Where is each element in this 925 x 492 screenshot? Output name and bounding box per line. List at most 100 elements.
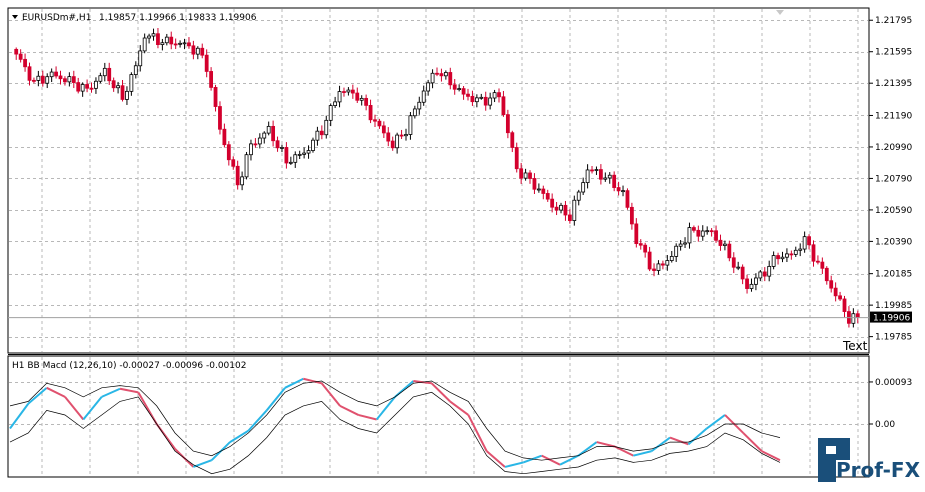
candle-bear xyxy=(23,58,27,68)
indicator-plot-frame xyxy=(7,355,870,478)
candle-bull xyxy=(426,82,431,92)
candle-bear xyxy=(191,45,196,55)
candle-bull xyxy=(669,256,674,261)
upper-band-line xyxy=(9,380,781,461)
chart-text-object[interactable]: Text xyxy=(842,339,868,353)
candle-bear xyxy=(200,47,205,56)
price-axis[interactable]: 1.21795 1.21595 1.21395 1.21190 1.20990 1.207… xyxy=(869,16,912,343)
price-tick-label: 1.20790 xyxy=(875,174,912,184)
candle-bear xyxy=(745,278,749,289)
candle-bull xyxy=(249,143,253,156)
chart-menu-triangle-icon[interactable] xyxy=(12,15,18,19)
chart-shift-marker-icon[interactable] xyxy=(776,10,784,15)
candle-bear xyxy=(838,295,842,300)
candle-bull xyxy=(280,147,284,149)
candle-bear xyxy=(855,313,860,318)
candle-bull xyxy=(417,101,422,110)
candle-bear xyxy=(89,87,94,90)
candle-bull xyxy=(594,169,599,171)
candle-bull xyxy=(36,75,41,81)
price-tick-label: 1.21190 xyxy=(875,111,912,121)
candle-bull xyxy=(98,75,103,82)
candle-bull xyxy=(723,243,727,246)
macd-segment xyxy=(577,441,598,457)
candle-bull xyxy=(767,266,772,277)
chart-ohlc-label: 1.19857 1.19966 1.19833 1.19906 xyxy=(99,13,257,23)
candle-bull xyxy=(683,242,687,245)
candle-bear xyxy=(776,255,780,260)
candle-bull xyxy=(346,89,351,93)
candle-bear xyxy=(842,298,847,312)
macd-segment xyxy=(614,445,634,457)
candle-bear xyxy=(448,72,453,86)
candle-bear xyxy=(807,236,811,246)
macd-segment xyxy=(82,396,103,421)
candle-bear xyxy=(253,143,258,146)
candle-bull xyxy=(337,91,342,103)
macd-segment xyxy=(320,382,341,407)
candle-bear xyxy=(213,87,218,107)
price-tick-label: 1.20990 xyxy=(875,143,912,153)
candle-bull xyxy=(266,125,271,134)
macd-segment xyxy=(64,396,85,421)
candle-bull xyxy=(687,227,692,244)
macd-segment xyxy=(119,387,139,394)
price-tick-label: 1.19985 xyxy=(875,301,912,311)
candle-bear xyxy=(483,96,488,106)
candle-bear xyxy=(271,125,276,142)
macd-segment xyxy=(101,387,121,398)
candle-bear xyxy=(231,159,236,167)
candle-bear xyxy=(550,198,555,208)
candle-bear xyxy=(111,80,116,89)
current-price-label: 1.19906 xyxy=(873,314,910,324)
macd-segment xyxy=(706,414,726,430)
candle-bear xyxy=(692,227,696,231)
candle-bull xyxy=(421,90,426,103)
candle-bear xyxy=(209,71,214,88)
candle-bear xyxy=(528,172,532,179)
macd-segment xyxy=(467,414,488,452)
candle-bear xyxy=(567,214,572,221)
candle-bull xyxy=(559,204,563,211)
macd-segment xyxy=(559,454,579,466)
candle-bull xyxy=(67,76,72,83)
candle-bear xyxy=(27,66,32,81)
candle-bull xyxy=(328,105,333,121)
candle-bull xyxy=(443,72,448,77)
macd-segment xyxy=(687,427,708,446)
candle-bull xyxy=(585,169,590,184)
candle-bear xyxy=(625,190,630,208)
macd-segment xyxy=(633,450,652,457)
macd-segment xyxy=(669,436,689,446)
candle-bear xyxy=(368,104,373,121)
candle-bull xyxy=(133,65,138,76)
candle-bull xyxy=(125,90,129,100)
candle-bull xyxy=(851,313,856,324)
price-tick-label: 1.20390 xyxy=(875,237,912,247)
candle-bull xyxy=(621,190,625,193)
candle-bull xyxy=(793,249,798,255)
candle-bull xyxy=(700,230,705,237)
candle-bear xyxy=(470,95,475,103)
candle-bear xyxy=(284,147,289,164)
candle-bull xyxy=(656,263,661,271)
candle-bear xyxy=(696,229,701,237)
candle-bull xyxy=(182,42,187,45)
candle-bear xyxy=(824,267,829,282)
macd-segment xyxy=(339,405,359,416)
price-tick-label: 1.19785 xyxy=(875,333,912,343)
macd-segment xyxy=(27,387,48,405)
candle-bear xyxy=(319,130,324,136)
indicator-axis[interactable]: 0.00093 0.00 xyxy=(869,378,912,430)
candle-bull xyxy=(705,230,710,233)
candle-bear xyxy=(718,239,723,246)
candle-bull xyxy=(603,177,608,180)
candle-bear xyxy=(638,243,643,246)
candle-bear xyxy=(235,165,240,186)
chart-symbol-label: EURUSDm#,H1 xyxy=(22,13,91,23)
candle-bull xyxy=(404,134,408,137)
candle-bear xyxy=(820,261,825,269)
main-plot-frame xyxy=(7,7,870,354)
